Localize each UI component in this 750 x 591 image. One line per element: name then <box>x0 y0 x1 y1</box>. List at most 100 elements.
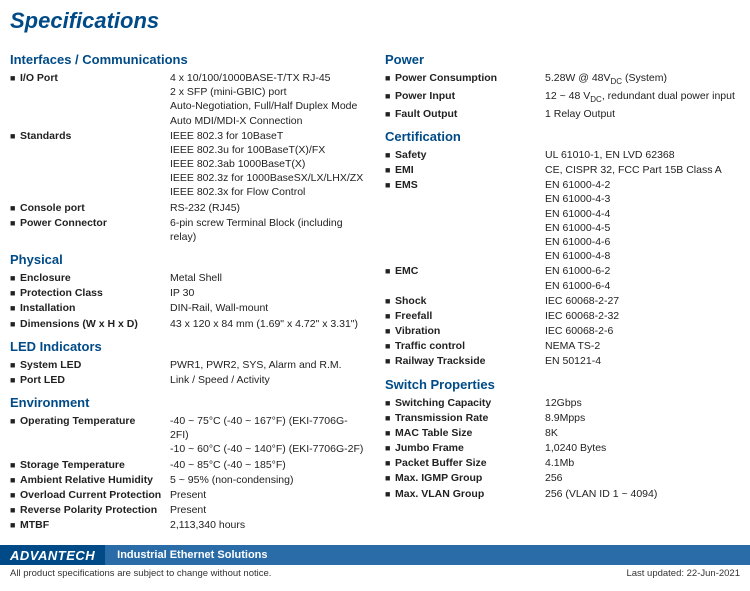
spec-value: Present <box>170 488 365 502</box>
spec-value: 256 (VLAN ID 1 ~ 4094) <box>545 487 740 501</box>
spec-value: Metal Shell <box>170 271 365 285</box>
spec-row: ■InstallationDIN-Rail, Wall-mount <box>10 301 365 315</box>
spec-row: ■Power Consumption5.28W @ 48VDC (System) <box>385 71 740 88</box>
spec-label: Protection Class <box>20 286 170 300</box>
spec-value: 8.9Mpps <box>545 411 740 425</box>
spec-row: ■Protection ClassIP 30 <box>10 286 365 300</box>
bullet-icon: ■ <box>10 503 20 516</box>
spec-value: IEC 60068-2-6 <box>545 324 740 338</box>
spec-label: Jumbo Frame <box>395 441 545 455</box>
spec-row: ■Operating Temperature-40 ~ 75°C (-40 ~ … <box>10 414 365 457</box>
spec-label: Power Connector <box>20 216 170 230</box>
spec-label: Ambient Relative Humidity <box>20 473 170 487</box>
spec-value: Present <box>170 503 365 517</box>
footer-note-right: Last updated: 22-Jun-2021 <box>626 568 740 579</box>
bullet-icon: ■ <box>385 411 395 424</box>
section-title: Environment <box>10 395 365 410</box>
bullet-icon: ■ <box>385 456 395 469</box>
spec-value: UL 61010-1, EN LVD 62368 <box>545 148 740 162</box>
bullet-icon: ■ <box>385 294 395 307</box>
spec-row: ■Packet Buffer Size4.1Mb <box>385 456 740 470</box>
bullet-icon: ■ <box>385 71 395 84</box>
spec-label: Vibration <box>395 324 545 338</box>
spec-label: EMS <box>395 178 545 192</box>
spec-label: Traffic control <box>395 339 545 353</box>
spec-row: ■Power Input12 ~ 48 VDC, redundant dual … <box>385 89 740 106</box>
spec-value: PWR1, PWR2, SYS, Alarm and R.M. <box>170 358 365 372</box>
spec-value: CE, CISPR 32, FCC Part 15B Class A <box>545 163 740 177</box>
spec-sheet: Specifications Interfaces / Communicatio… <box>0 0 750 533</box>
spec-row: ■Ambient Relative Humidity5 ~ 95% (non-c… <box>10 473 365 487</box>
spec-value: 1 Relay Output <box>545 107 740 121</box>
spec-label: Shock <box>395 294 545 308</box>
spec-value: 5 ~ 95% (non-condensing) <box>170 473 365 487</box>
spec-value: 4 x 10/100/1000BASE-T/TX RJ-452 x SFP (m… <box>170 71 365 128</box>
spec-row: ■Fault Output1 Relay Output <box>385 107 740 121</box>
spec-label: I/O Port <box>20 71 170 85</box>
bullet-icon: ■ <box>10 201 20 214</box>
spec-row: ■Jumbo Frame1,0240 Bytes <box>385 441 740 455</box>
spec-label: Enclosure <box>20 271 170 285</box>
spec-row: ■ShockIEC 60068-2-27 <box>385 294 740 308</box>
spec-value: IP 30 <box>170 286 365 300</box>
spec-value: IEEE 802.3 for 10BaseTIEEE 802.3u for 10… <box>170 129 365 200</box>
spec-row: ■Port LEDLink / Speed / Activity <box>10 373 365 387</box>
spec-value: 12Gbps <box>545 396 740 410</box>
spec-value: IEC 60068-2-32 <box>545 309 740 323</box>
column-0: Interfaces / Communications■I/O Port4 x … <box>10 44 365 533</box>
spec-value: EN 50121-4 <box>545 354 740 368</box>
spec-label: EMC <box>395 264 545 278</box>
spec-label: Max. VLAN Group <box>395 487 545 501</box>
spec-value: 2,113,340 hours <box>170 518 365 532</box>
spec-value: 6-pin screw Terminal Block (including re… <box>170 216 365 244</box>
spec-value: 12 ~ 48 VDC, redundant dual power input <box>545 89 740 106</box>
spec-row: ■Reverse Polarity ProtectionPresent <box>10 503 365 517</box>
spec-row: ■EMCEN 61000-6-2EN 61000-6-4 <box>385 264 740 292</box>
spec-row: ■EnclosureMetal Shell <box>10 271 365 285</box>
spec-value: -40 ~ 75°C (-40 ~ 167°F) (EKI-7706G-2FI)… <box>170 414 365 457</box>
bullet-icon: ■ <box>10 71 20 84</box>
spec-label: System LED <box>20 358 170 372</box>
spec-row: ■Railway TracksideEN 50121-4 <box>385 354 740 368</box>
spec-label: Power Input <box>395 89 545 103</box>
bullet-icon: ■ <box>385 487 395 500</box>
bullet-icon: ■ <box>10 473 20 486</box>
section-title: LED Indicators <box>10 339 365 354</box>
section-title: Certification <box>385 129 740 144</box>
spec-row: ■Console portRS-232 (RJ45) <box>10 201 365 215</box>
column-1: Power ■Power Consumption5.28W @ 48VDC (Sy… <box>385 44 740 533</box>
spec-row: ■Max. VLAN Group256 (VLAN ID 1 ~ 4094) <box>385 487 740 501</box>
footer-note: All product specifications are subject t… <box>0 565 750 585</box>
spec-label: Operating Temperature <box>20 414 170 428</box>
spec-label: EMI <box>395 163 545 177</box>
spec-value: IEC 60068-2-27 <box>545 294 740 308</box>
bullet-icon: ■ <box>10 301 20 314</box>
spec-label: Fault Output <box>395 107 545 121</box>
brand-logo: ADVANTECH <box>0 545 105 565</box>
spec-row: ■Power Connector6-pin screw Terminal Blo… <box>10 216 365 244</box>
spec-row: ■Dimensions (W x H x D)43 x 120 x 84 mm … <box>10 317 365 331</box>
spec-label: MAC Table Size <box>395 426 545 440</box>
spec-label: Safety <box>395 148 545 162</box>
bullet-icon: ■ <box>10 286 20 299</box>
footer-note-left: All product specifications are subject t… <box>10 568 271 579</box>
bullet-icon: ■ <box>10 358 20 371</box>
spec-value: 256 <box>545 471 740 485</box>
spec-label: MTBF <box>20 518 170 532</box>
spec-row: ■System LEDPWR1, PWR2, SYS, Alarm and R.… <box>10 358 365 372</box>
columns-container: Interfaces / Communications■I/O Port4 x … <box>10 44 740 533</box>
bullet-icon: ■ <box>10 458 20 471</box>
spec-row: ■Switching Capacity12Gbps <box>385 396 740 410</box>
spec-label: Reverse Polarity Protection <box>20 503 170 517</box>
bullet-icon: ■ <box>385 89 395 102</box>
spec-label: Standards <box>20 129 170 143</box>
spec-value: EN 61000-6-2EN 61000-6-4 <box>545 264 740 292</box>
bullet-icon: ■ <box>385 107 395 120</box>
section-title: Power <box>385 52 740 67</box>
footer-title: Industrial Ethernet Solutions <box>105 545 750 565</box>
spec-value: 43 x 120 x 84 mm (1.69" x 4.72" x 3.31") <box>170 317 365 331</box>
spec-value: 4.1Mb <box>545 456 740 470</box>
bullet-icon: ■ <box>385 426 395 439</box>
spec-row: ■MAC Table Size8K <box>385 426 740 440</box>
spec-row: ■Overload Current ProtectionPresent <box>10 488 365 502</box>
